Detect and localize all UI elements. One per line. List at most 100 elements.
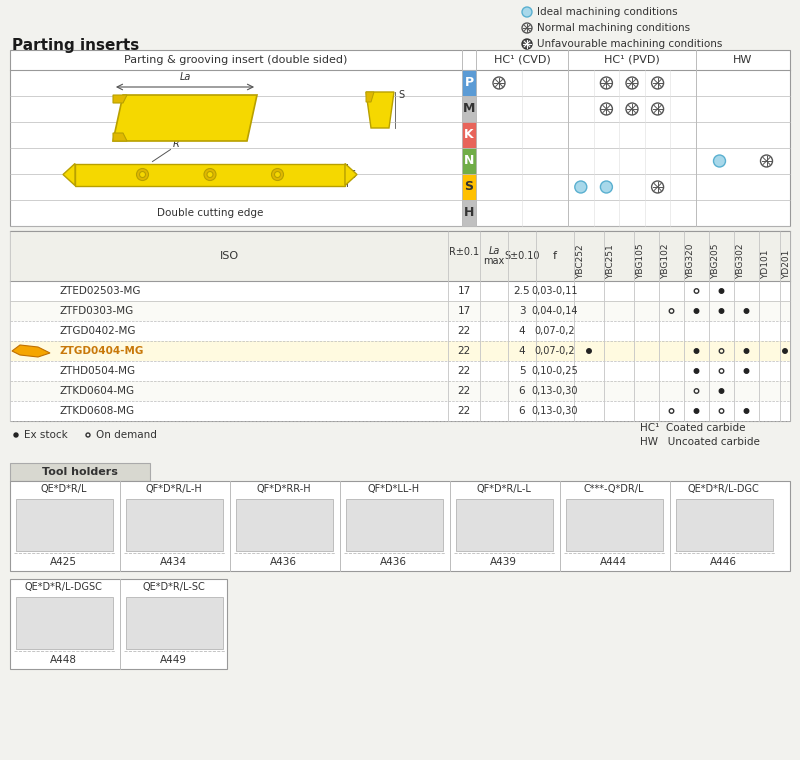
Circle shape [694,349,698,353]
Text: A434: A434 [160,557,187,567]
Circle shape [137,169,149,181]
Text: YD101: YD101 [761,249,770,279]
Bar [10,401,790,421]
Text: R: R [173,138,179,148]
Circle shape [600,181,613,193]
Text: YBG102: YBG102 [661,243,670,279]
Text: 0,10-0,25: 0,10-0,25 [532,366,578,376]
Bar [126,499,223,551]
Text: 6: 6 [518,386,526,396]
Bar [16,597,113,649]
Text: QF*D*R/L-H: QF*D*R/L-H [145,484,202,494]
Polygon shape [113,95,127,103]
Text: On demand: On demand [96,430,157,440]
Text: 22: 22 [458,346,470,356]
Text: QE*D*R/L-DGC: QE*D*R/L-DGC [688,484,759,494]
Text: A436: A436 [270,557,297,567]
Text: Tool holders: Tool holders [42,467,118,477]
Bar [566,499,663,551]
Bar [10,231,790,421]
Circle shape [14,433,18,437]
Text: N: N [464,154,474,167]
Text: 5: 5 [518,366,526,376]
Text: K: K [464,128,474,141]
Circle shape [207,172,213,178]
Text: YBG302: YBG302 [736,243,745,279]
Polygon shape [113,95,257,141]
Bar [10,361,790,381]
Text: YBC251: YBC251 [606,244,615,279]
Bar [236,499,333,551]
Circle shape [744,309,749,313]
Bar [10,381,790,401]
Text: S: S [465,181,474,194]
Circle shape [719,389,724,393]
Text: YD201: YD201 [782,249,791,279]
Text: C***-Q*DR/L: C***-Q*DR/L [583,484,644,494]
Text: A425: A425 [50,557,77,567]
Text: A446: A446 [710,557,737,567]
Bar [10,321,790,341]
Text: S: S [349,169,355,179]
Text: Unfavourable machining conditions: Unfavourable machining conditions [537,39,722,49]
Circle shape [694,309,698,313]
Bar [10,281,790,301]
Bar [10,579,227,669]
Bar [10,481,790,571]
Bar [462,122,476,148]
Text: H: H [464,207,474,220]
Bar [462,70,476,96]
Text: QF*D*R/L-L: QF*D*R/L-L [476,484,531,494]
Bar [10,463,150,481]
Circle shape [574,181,586,193]
Text: A444: A444 [600,557,627,567]
Circle shape [744,369,749,373]
Circle shape [204,169,216,181]
Text: 0,03-0,11: 0,03-0,11 [532,286,578,296]
Text: ISO: ISO [219,251,238,261]
Text: 6: 6 [518,406,526,416]
Text: S±0.10: S±0.10 [504,251,540,261]
Text: A436: A436 [380,557,407,567]
Text: 0,04-0,14: 0,04-0,14 [532,306,578,316]
Bar [10,50,790,226]
Bar [346,499,443,551]
Text: A439: A439 [490,557,517,567]
Circle shape [522,7,532,17]
Bar [676,499,773,551]
Bar [75,163,345,185]
Bar [462,200,476,226]
Text: YBG105: YBG105 [636,243,645,279]
Text: max: max [483,256,505,266]
Text: 0,07-0,2: 0,07-0,2 [534,326,575,336]
Text: Normal machining conditions: Normal machining conditions [537,23,690,33]
Text: YBG205: YBG205 [711,243,720,279]
Text: A449: A449 [160,655,187,665]
Text: 0,07-0,2: 0,07-0,2 [534,346,575,356]
Text: R±0.1: R±0.1 [449,247,479,257]
Text: QF*D*LL-H: QF*D*LL-H [367,484,419,494]
Bar [462,96,476,122]
Bar [456,499,553,551]
Circle shape [271,169,283,181]
Circle shape [522,39,532,49]
Text: YBC252: YBC252 [576,245,585,279]
Circle shape [274,172,281,178]
Text: Ideal machining conditions: Ideal machining conditions [537,7,678,17]
Text: S: S [398,90,404,100]
Text: 3: 3 [518,306,526,316]
Text: ZTGD0404-MG: ZTGD0404-MG [60,346,144,356]
Text: 2.5: 2.5 [514,286,530,296]
Polygon shape [366,92,394,128]
Text: ZTHD0504-MG: ZTHD0504-MG [60,366,136,376]
Text: HC¹ (PVD): HC¹ (PVD) [604,55,660,65]
Text: 22: 22 [458,406,470,416]
Circle shape [694,409,698,413]
Text: Double cutting edge: Double cutting edge [157,208,263,218]
Circle shape [139,172,146,178]
Bar [10,231,790,281]
Text: ZTKD0604-MG: ZTKD0604-MG [60,386,135,396]
Polygon shape [366,92,374,102]
Circle shape [694,369,698,373]
Text: HC¹ (CVD): HC¹ (CVD) [494,55,550,65]
